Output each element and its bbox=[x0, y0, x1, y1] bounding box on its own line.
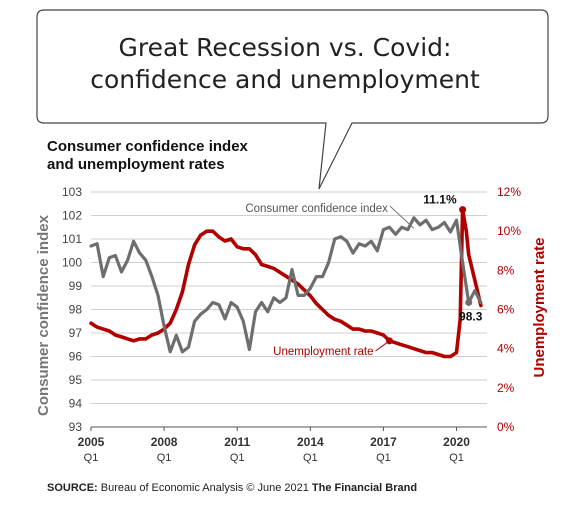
confidence-callout-line bbox=[389, 205, 415, 229]
y-right-tick-label: 4% bbox=[497, 342, 515, 356]
y-right-tick-label: 8% bbox=[497, 263, 515, 277]
headline-line-1: Great Recession vs. Covid: bbox=[118, 33, 452, 62]
y-right-tick-label: 0% bbox=[497, 420, 515, 434]
y-left-axis-title: Consumer confidence index bbox=[35, 214, 52, 416]
unemployment-peak-marker bbox=[459, 206, 467, 214]
x-tick-label-year: 2005 bbox=[78, 435, 105, 449]
x-tick-label-quarter: Q1 bbox=[230, 452, 245, 464]
x-tick-label-quarter: Q1 bbox=[449, 452, 464, 464]
chart-subtitle-line-2: and unemployment rates bbox=[47, 156, 225, 173]
y-right-axis-title: Unemployment rate bbox=[531, 237, 548, 377]
y-left-tick-label: 100 bbox=[62, 256, 82, 270]
headline-line-2: confidence and unemployment bbox=[90, 65, 480, 94]
y-left-tick-label: 96 bbox=[69, 350, 83, 364]
x-tick-label-quarter: Q1 bbox=[157, 452, 172, 464]
y-right-tick-label: 10% bbox=[497, 224, 521, 238]
confidence-low-label: 98.3 bbox=[459, 309, 483, 323]
source-text: Bureau of Economic Analysis © June 2021 bbox=[100, 482, 309, 494]
unemployment-callout-line bbox=[375, 340, 390, 352]
x-tick-label-year: 2020 bbox=[443, 435, 470, 449]
y-left-tick-label: 99 bbox=[69, 279, 83, 293]
x-tick-label-quarter: Q1 bbox=[84, 452, 99, 464]
y-left-tick-label: 102 bbox=[62, 209, 82, 223]
x-tick-label-year: 2011 bbox=[224, 435, 250, 449]
x-tick-label-year: 2014 bbox=[297, 435, 324, 449]
source-label: SOURCE: bbox=[47, 482, 98, 494]
x-tick-label-year: 2008 bbox=[151, 435, 178, 449]
y-left-tick-label: 94 bbox=[69, 397, 83, 411]
y-left-tick-label: 95 bbox=[69, 373, 83, 387]
unemployment-peak-label: 11.1% bbox=[423, 193, 457, 207]
x-tick-label-quarter: Q1 bbox=[303, 452, 318, 464]
y-left-tick-label: 93 bbox=[69, 420, 83, 434]
confidence-low-marker bbox=[465, 298, 473, 306]
x-tick-label-year: 2017 bbox=[370, 435, 397, 449]
y-right-tick-label: 12% bbox=[497, 185, 521, 199]
x-tick-label-quarter: Q1 bbox=[376, 452, 391, 464]
unemployment-series-label: Unemployment rate bbox=[273, 346, 373, 358]
y-left-tick-label: 101 bbox=[62, 232, 82, 246]
unemployment-rate-line bbox=[89, 207, 483, 359]
y-left-tick-label: 103 bbox=[62, 185, 82, 199]
y-left-tick-label: 97 bbox=[69, 326, 83, 340]
chart-subtitle-line-1: Consumer confidence index bbox=[47, 138, 248, 155]
y-left-tick-label: 98 bbox=[69, 303, 83, 317]
source-brand: The Financial Brand bbox=[311, 482, 418, 494]
y-right-tick-label: 2% bbox=[497, 381, 515, 395]
consumer-confidence-line bbox=[89, 216, 483, 354]
confidence-series-label: Consumer confidence index bbox=[245, 203, 388, 215]
y-right-tick-label: 6% bbox=[497, 303, 515, 317]
source-note: SOURCE: Bureau of Economic Analysis © Ju… bbox=[47, 482, 417, 494]
